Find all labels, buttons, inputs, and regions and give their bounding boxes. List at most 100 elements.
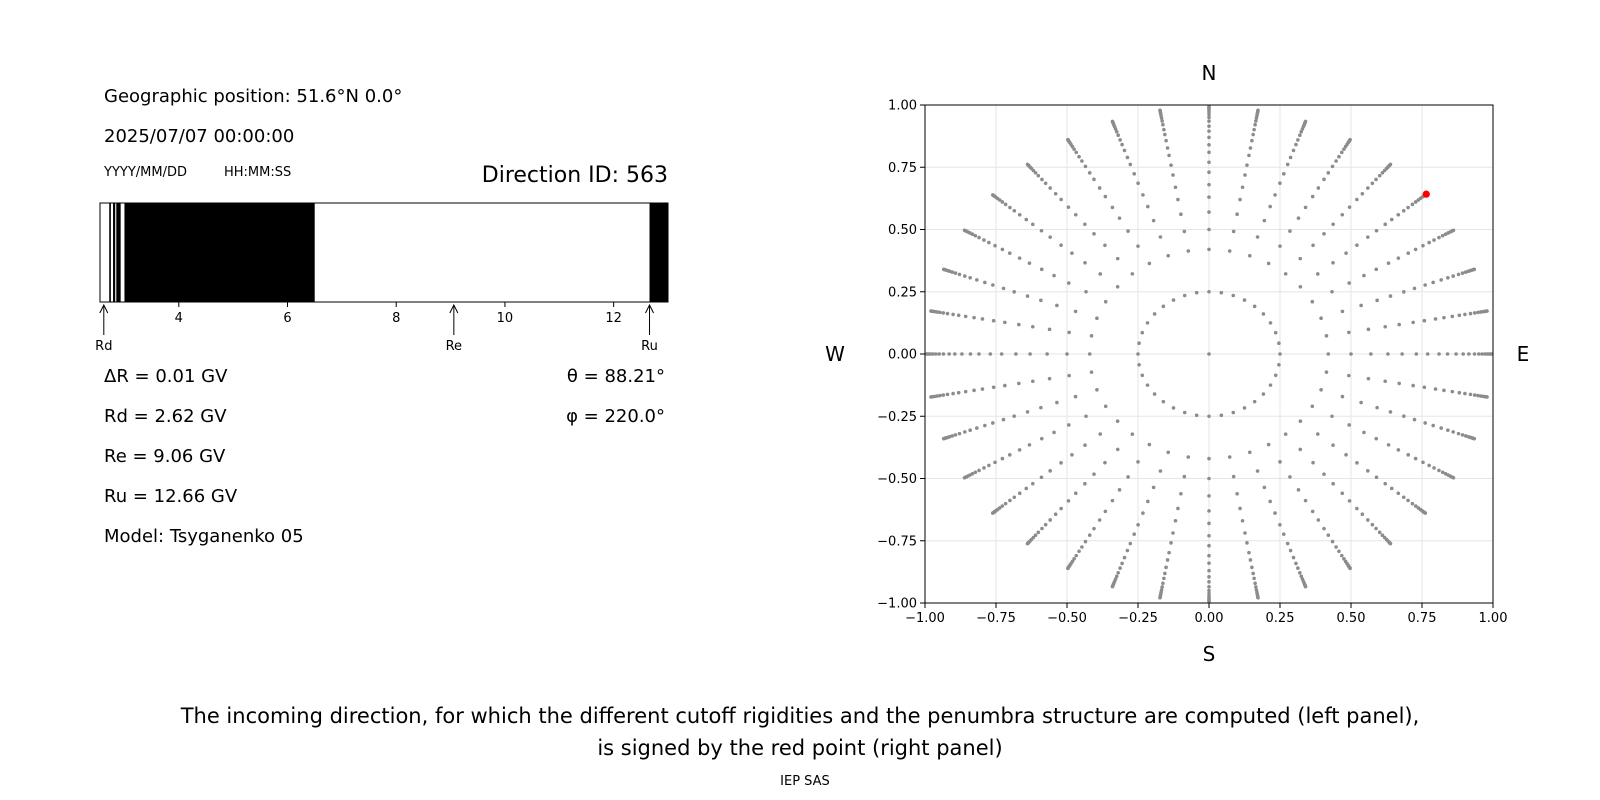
grid-point <box>1073 491 1078 496</box>
grid-point <box>1362 430 1366 435</box>
grid-point <box>983 423 987 428</box>
grid-point <box>1400 352 1404 356</box>
grid-point <box>1171 531 1175 535</box>
grid-point <box>1092 526 1096 531</box>
grid-point <box>1383 379 1388 384</box>
grid-point <box>1025 294 1030 298</box>
grid-point <box>1003 383 1007 388</box>
grid-point <box>1098 272 1103 276</box>
grid-point <box>1337 549 1341 554</box>
y-tick-label: −0.25 <box>877 410 917 425</box>
grid-point <box>1460 433 1465 437</box>
grid-point <box>1227 455 1232 459</box>
grid-point <box>1334 159 1338 163</box>
grid-point <box>1360 191 1365 196</box>
grid-point <box>1083 481 1087 486</box>
grid-point <box>1158 235 1163 239</box>
grid-point <box>1248 558 1253 562</box>
grid-point <box>1024 486 1029 491</box>
grid-point <box>1273 330 1278 335</box>
grid-point <box>1366 327 1371 332</box>
y-tick-label: −0.75 <box>877 534 917 549</box>
grid-point <box>983 280 987 285</box>
grid-point <box>1161 399 1166 404</box>
grid-point <box>1310 299 1315 304</box>
grid-point <box>1472 436 1477 441</box>
grid-point <box>1182 410 1187 415</box>
grid-point <box>968 428 972 433</box>
grid-point <box>1162 127 1166 132</box>
grid-point <box>1141 193 1145 197</box>
grid-point <box>1207 289 1211 294</box>
x-tick-label: −0.25 <box>1118 611 1158 626</box>
grid-point <box>1207 494 1211 498</box>
grid-point <box>1432 238 1436 242</box>
grid-point <box>1040 177 1044 182</box>
grid-point <box>1126 475 1130 479</box>
penumbra-tick-label-12: 12 <box>605 311 622 326</box>
grid-point <box>1388 541 1393 546</box>
grid-point <box>1164 138 1168 143</box>
grid-point <box>1437 468 1441 473</box>
grid-point <box>1273 193 1277 197</box>
grid-point <box>1207 115 1211 120</box>
grid-point <box>1141 511 1145 515</box>
grid-point <box>1316 186 1321 190</box>
grid-point <box>1130 432 1135 436</box>
grid-point <box>1245 541 1249 545</box>
grid-point <box>1355 506 1359 511</box>
grid-point <box>1136 181 1140 185</box>
grid-point <box>1097 518 1102 522</box>
grid-point <box>1366 235 1370 239</box>
datetime: 2025/07/07 00:00:00 <box>104 126 295 147</box>
grid-point <box>1095 387 1099 392</box>
grid-point <box>1067 423 1071 427</box>
grid-point <box>1348 566 1352 571</box>
grid-point <box>1030 324 1035 329</box>
grid-point <box>1266 261 1271 266</box>
grid-point <box>1355 461 1359 465</box>
grid-point <box>1207 135 1211 140</box>
grid-point <box>1442 388 1446 393</box>
grid-point <box>953 271 958 275</box>
grid-point <box>1167 153 1171 158</box>
grid-point <box>1048 186 1052 190</box>
grid-point <box>1247 550 1251 555</box>
grid-point <box>1374 475 1379 480</box>
grid-point <box>963 274 967 278</box>
grid-point <box>1278 460 1282 464</box>
grid-point <box>1065 352 1069 356</box>
grid-point <box>1207 553 1211 558</box>
grid-point <box>1161 581 1165 586</box>
grid-point <box>1349 352 1353 356</box>
grid-point <box>1080 545 1084 549</box>
grid-point <box>1296 566 1300 570</box>
grid-point <box>1073 309 1078 314</box>
theta-value: θ = 88.21° <box>566 366 665 387</box>
grid-point <box>1017 491 1022 496</box>
grid-point <box>1285 162 1290 167</box>
grid-point <box>1331 260 1335 265</box>
grid-point <box>1207 352 1211 356</box>
grid-point <box>1366 518 1370 522</box>
grid-point <box>1411 383 1415 388</box>
grid-point <box>1298 133 1302 138</box>
compass-south-label: S <box>1203 642 1216 666</box>
grid-point <box>1043 181 1048 186</box>
grid-point <box>1310 194 1315 199</box>
grid-point <box>1014 352 1018 356</box>
date-format-hint: YYYY/MM/DD <box>104 165 187 180</box>
grid-point <box>1219 413 1224 418</box>
grid-point <box>1472 311 1477 315</box>
grid-point <box>1114 574 1119 579</box>
grid-point <box>1413 247 1418 252</box>
grid-point <box>1472 393 1477 397</box>
grid-point <box>1256 595 1260 600</box>
grid-point <box>1281 172 1286 176</box>
grid-point <box>988 352 993 356</box>
grid-point <box>1158 108 1162 113</box>
grid-point <box>1342 147 1346 151</box>
grid-point <box>1165 558 1170 562</box>
grid-point <box>1207 182 1211 187</box>
grid-point <box>1440 233 1445 238</box>
